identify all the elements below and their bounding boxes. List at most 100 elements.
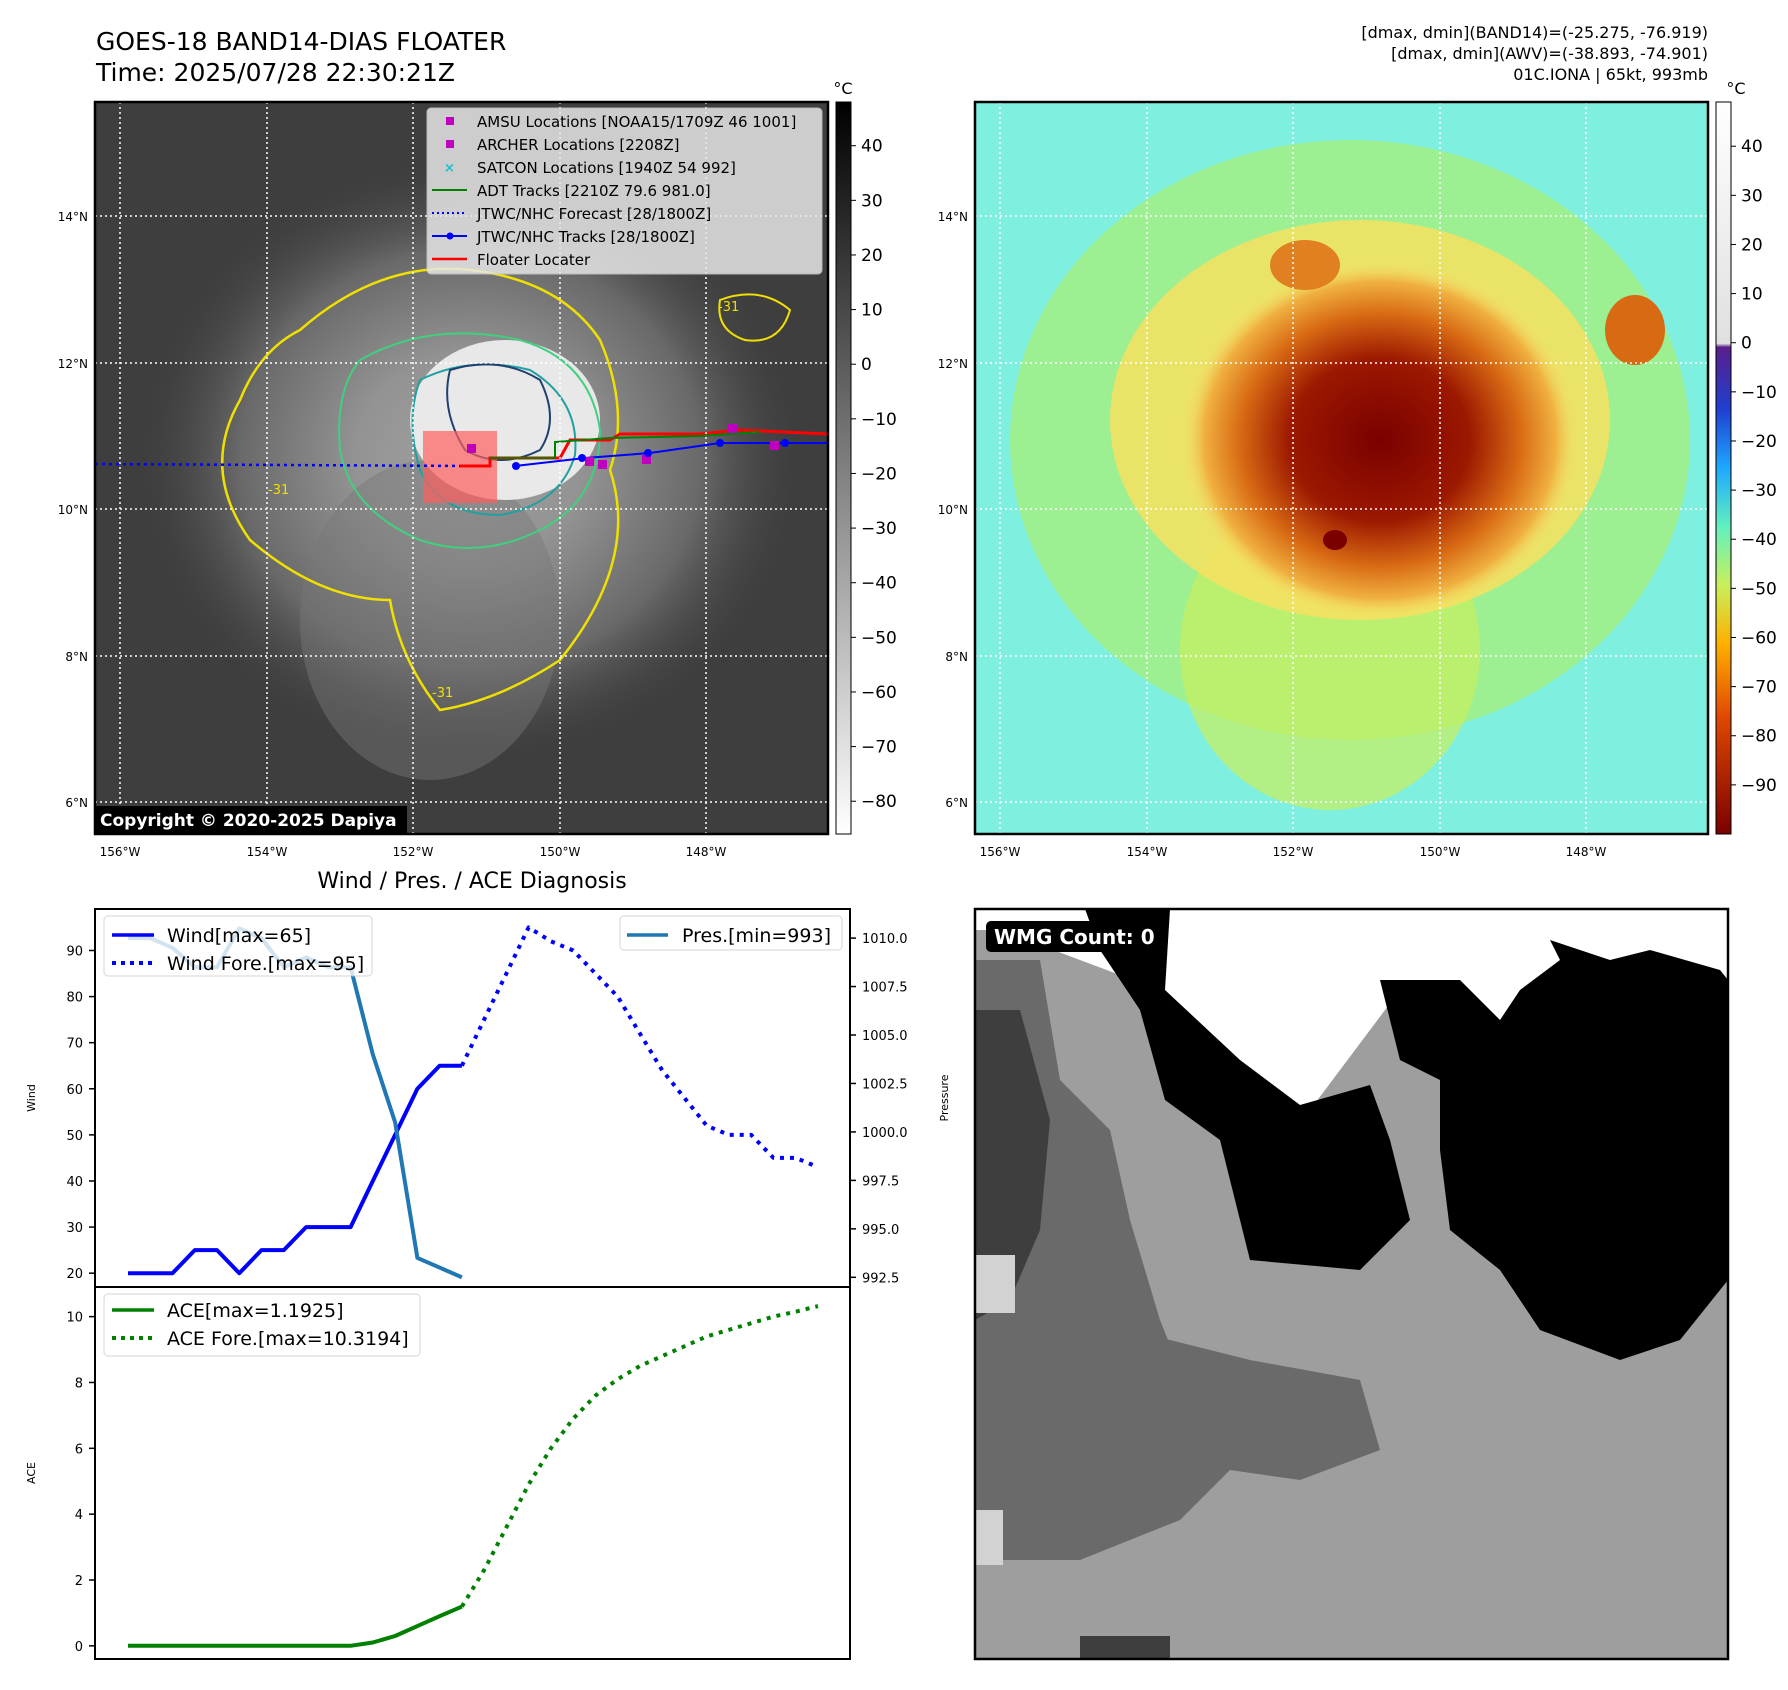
lon-label: 152°W: [1273, 845, 1314, 859]
colorbar-color-tick-label: 20: [1741, 235, 1763, 255]
legend-label-floater: Floater Locater: [477, 251, 591, 269]
legend-label-adt: ADT Tracks [2210Z 79.6 981.0]: [477, 182, 711, 200]
lon-label: 148°W: [686, 845, 727, 859]
wind-forecast-legend-label: Wind Fore.[max=95]: [167, 953, 364, 975]
wmg-mid-gray-region: [1130, 1330, 1380, 1520]
pressure-legend-box: [619, 915, 843, 951]
colorbar-ir-tick-label: 0: [861, 355, 872, 375]
wind-plot-area: 20 30 40 50 60 70 80 90 992.5 995.0 997.5 1000.0 100…: [66, 925, 908, 1286]
lat-label: 6°N: [945, 796, 968, 810]
legend-label-jtwc-track: JTWC/NHC Tracks [28/1800Z]: [476, 228, 695, 246]
map-legend: AMSU Locations [NOAA15/1709Z 46 1001] AR…: [426, 107, 823, 275]
ace-legend: ACE[max=1.1925] ACE Fore.[max=10.3194]: [103, 1293, 421, 1357]
colorbar-ir-tick-label: −30: [861, 519, 897, 539]
pressure-legend-label: Pres.[min=993]: [682, 925, 831, 947]
wmg-panel: WMG Count: 0: [973, 907, 1730, 1661]
jtwc-track-point: [716, 439, 724, 447]
colorbar-color-tick-label: 40: [1741, 137, 1763, 157]
colorbar-ir: °C 40 30 20 10 0 −10 −20 −30 −40 −50 −60 −70 −80: [833, 79, 897, 835]
wind-y-tick-label: 40: [66, 1175, 83, 1190]
pressure-legend: Pres.[min=993]: [619, 915, 843, 951]
figure-title-line2: Time: 2025/07/28 22:30:21Z: [95, 58, 455, 87]
lat-label: 8°N: [65, 650, 88, 664]
map-legend-box: [426, 107, 823, 275]
colorbar-ir-ticks: 40 30 20 10 0 −10 −20 −30 −40 −50 −60 −70 −80: [851, 137, 897, 812]
lat-label: 6°N: [65, 796, 88, 810]
ace-legend-box: [103, 1293, 421, 1357]
wind-legend-box: [103, 915, 373, 977]
colorbar-ir-tick-label: −50: [861, 628, 897, 648]
legend-label-jtwc-forecast: JTWC/NHC Forecast [28/1800Z]: [476, 205, 711, 223]
pressure-y-tick-label: 995.0: [862, 1223, 899, 1238]
colorbar-ir-bar: [835, 101, 852, 835]
color-ir-cell-s: [1323, 530, 1347, 550]
legend-label-amsu: AMSU Locations [NOAA15/1709Z 46 1001]: [477, 113, 796, 131]
colorbar-color-ticks: 40 30 20 10 0 −10 −20 −30 −40 −50 −60 −70 −80 −90: [1731, 137, 1777, 796]
colorbar-color: °C 40 30 20 10 0 −10 −20 −30 −40 −50 −60 −70 −80 −90: [1715, 79, 1777, 835]
wind-y-tick-label: 70: [66, 1037, 83, 1052]
ir-contour-yellow: [220, 267, 620, 712]
jtwc-track-point: [781, 439, 789, 447]
colorbar-ir-tick-label: −10: [861, 410, 897, 430]
wmg-count-label: WMG Count: 0: [994, 925, 1155, 949]
ace-plot-area: 0 2 4 6 8 10: [66, 1304, 819, 1655]
colorbar-ir-tick-label: 40: [861, 137, 883, 157]
ace-y-tick-label: 8: [75, 1376, 83, 1391]
archer-marker-2: [642, 455, 651, 464]
colorbar-color-tick-label: −70: [1741, 678, 1777, 698]
lon-label: 150°W: [1420, 845, 1461, 859]
ace-y-tick-label: 4: [75, 1508, 83, 1523]
colorbar-ir-tick-label: −40: [861, 574, 897, 594]
ace-chart: 0 2 4 6 8 10 ACE ACE[max=1.1925] ACE Fore.[ma…: [25, 1286, 851, 1660]
ir-map-lon-labels: 156°W 154°W 152°W 150°W 148°W: [100, 845, 727, 859]
ace-forecast-line: [460, 1304, 819, 1608]
pressure-y-tick-label: 1002.5: [862, 1077, 908, 1092]
colorbar-color-tick-label: 10: [1741, 285, 1763, 305]
ace-forecast-legend-label: ACE Fore.[max=10.3194]: [167, 1328, 409, 1350]
ace-y-tick-label: 2: [75, 1574, 83, 1589]
wind-legend: Wind[max=65] Wind Fore.[max=95]: [103, 915, 373, 977]
wmg-darker-gray-region: [975, 1010, 1050, 1320]
info-line-storm: 01C.IONA | 65kt, 993mb: [1513, 65, 1708, 84]
info-line-band14: [dmax, dmin](BAND14)=(-25.275, -76.919): [1361, 23, 1708, 42]
jtwc-track-point: [512, 462, 520, 470]
colorbar-color-tick-label: −60: [1741, 628, 1777, 648]
colorbar-color-tick-label: −30: [1741, 481, 1777, 501]
lat-label: 10°N: [58, 503, 88, 517]
info-line-awv: [dmax, dmin](AWV)=(-38.893, -74.901): [1391, 44, 1708, 63]
lat-label: 12°N: [58, 357, 88, 371]
wmg-dark-strip: [1080, 1636, 1170, 1659]
lat-label: 14°N: [938, 210, 968, 224]
colorbar-color-unit: °C: [1726, 79, 1745, 98]
wind-y-tick-label: 20: [66, 1267, 83, 1282]
wind-y-tick-label: 50: [66, 1129, 83, 1144]
legend-label-archer: ARCHER Locations [2208Z]: [477, 136, 680, 154]
legend-marker-satcon: ×: [444, 161, 455, 176]
wind-y-tick-label: 80: [66, 991, 83, 1006]
colorbar-color-tick-label: 30: [1741, 186, 1763, 206]
colorbar-ir-tick-label: −70: [861, 738, 897, 758]
copyright-text: Copyright © 2020-2025 Dapiya: [100, 811, 397, 831]
wmg-black-region-right: [1380, 940, 1728, 1360]
color-ir-map-gridlines: [975, 102, 1708, 834]
archer-marker-3: [467, 444, 476, 453]
color-ir-lon-labels: 156°W 154°W 152°W 150°W 148°W: [980, 845, 1607, 859]
lon-label: 150°W: [540, 845, 581, 859]
legend-marker-amsu: [446, 117, 454, 125]
ace-y-tick-label: 6: [75, 1442, 83, 1457]
contour-label: -31: [718, 300, 739, 315]
wind-y-tick-label: 30: [66, 1221, 83, 1236]
wmg-light-spot: [975, 1255, 1015, 1313]
jtwc-track-point: [578, 454, 586, 462]
colorbar-ir-tick-label: 30: [861, 191, 883, 211]
ace-y-tick-label: 0: [75, 1640, 83, 1655]
colorbar-color-tick-label: −90: [1741, 776, 1777, 796]
pressure-y-tick-label: 997.5: [862, 1174, 899, 1189]
contour-label: -31: [268, 483, 289, 498]
colorbar-color-bar: [1715, 101, 1732, 835]
wind-y-tick-label: 90: [66, 944, 83, 959]
legend-label-satcon: SATCON Locations [1940Z 54 992]: [477, 159, 736, 177]
amsu-marker-3: [770, 441, 779, 450]
ir-contour-yellow-ne: [718, 293, 792, 342]
series-line-wind: [128, 1063, 462, 1276]
